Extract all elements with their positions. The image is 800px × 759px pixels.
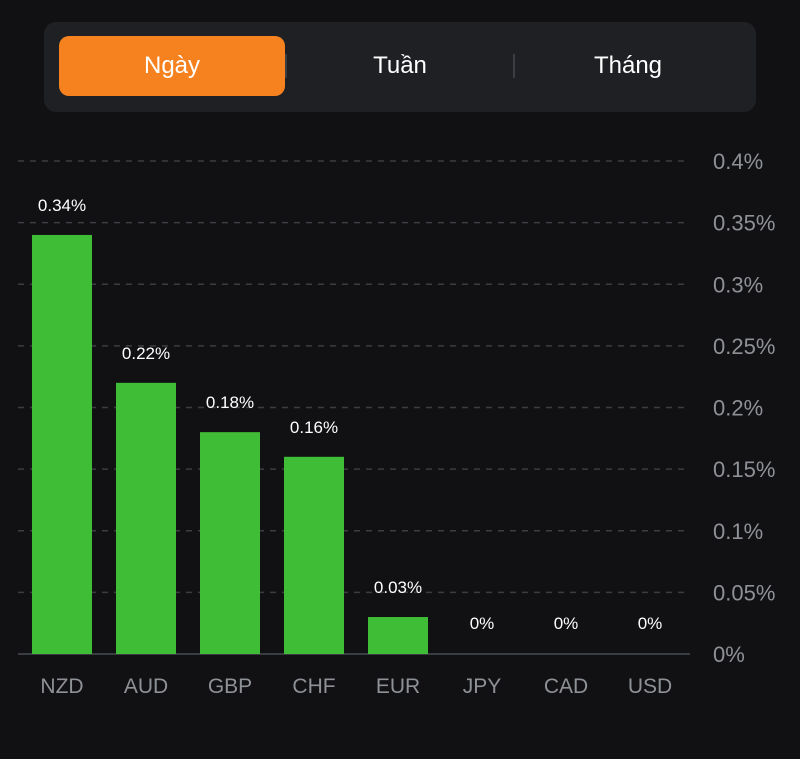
tab-month[interactable]: Tháng [593, 52, 663, 79]
tab-day[interactable]: Ngày [59, 36, 285, 96]
x-tick-label-aud: AUD [124, 675, 168, 698]
y-tick-label: 0% [713, 642, 745, 667]
bar-gbp[interactable] [200, 432, 260, 654]
tab-week[interactable]: Tuần [373, 52, 427, 79]
y-tick-label: 0.25% [713, 334, 775, 359]
bar-aud[interactable] [116, 382, 176, 654]
data-label-aud: 0.22% [122, 344, 170, 363]
y-tick-label: 0.15% [713, 457, 775, 482]
y-tick-label: 0.05% [713, 580, 775, 605]
data-label-nzd: 0.34% [38, 196, 86, 215]
labels: 0% 0.05% 0.1% 0.15% 0.2% 0.25% 0.3% 0.35% 0.4% 0.… [38, 149, 775, 698]
data-label-usd: 0% [638, 614, 663, 633]
y-tick-label: 0.3% [713, 272, 763, 297]
data-label-gbp: 0.18% [206, 393, 254, 412]
x-tick-label-eur: EUR [376, 675, 420, 698]
bar-eur[interactable] [368, 617, 428, 654]
data-label-eur: 0.03% [374, 578, 422, 597]
y-tick-label: 0.35% [713, 211, 775, 236]
bars [32, 234, 428, 654]
x-tick-label-cad: CAD [544, 675, 588, 698]
tab-divider [513, 54, 515, 78]
data-label-jpy: 0% [470, 614, 495, 633]
y-tick-label: 0.4% [713, 149, 763, 174]
data-label-chf: 0.16% [290, 418, 338, 437]
x-tick-label-jpy: JPY [463, 675, 502, 698]
period-selector: Ngày Tuần Tháng [44, 22, 756, 112]
bar-nzd[interactable] [32, 234, 92, 654]
data-label-cad: 0% [554, 614, 579, 633]
y-tick-label: 0.2% [713, 396, 763, 421]
x-tick-label-usd: USD [628, 675, 672, 698]
tab-divider [285, 54, 287, 78]
y-tick-label: 0.1% [713, 519, 763, 544]
x-tick-label-gbp: GBP [208, 675, 252, 698]
bar-chf[interactable] [284, 456, 344, 654]
x-tick-label-chf: CHF [292, 675, 335, 698]
x-tick-label-nzd: NZD [40, 675, 83, 698]
